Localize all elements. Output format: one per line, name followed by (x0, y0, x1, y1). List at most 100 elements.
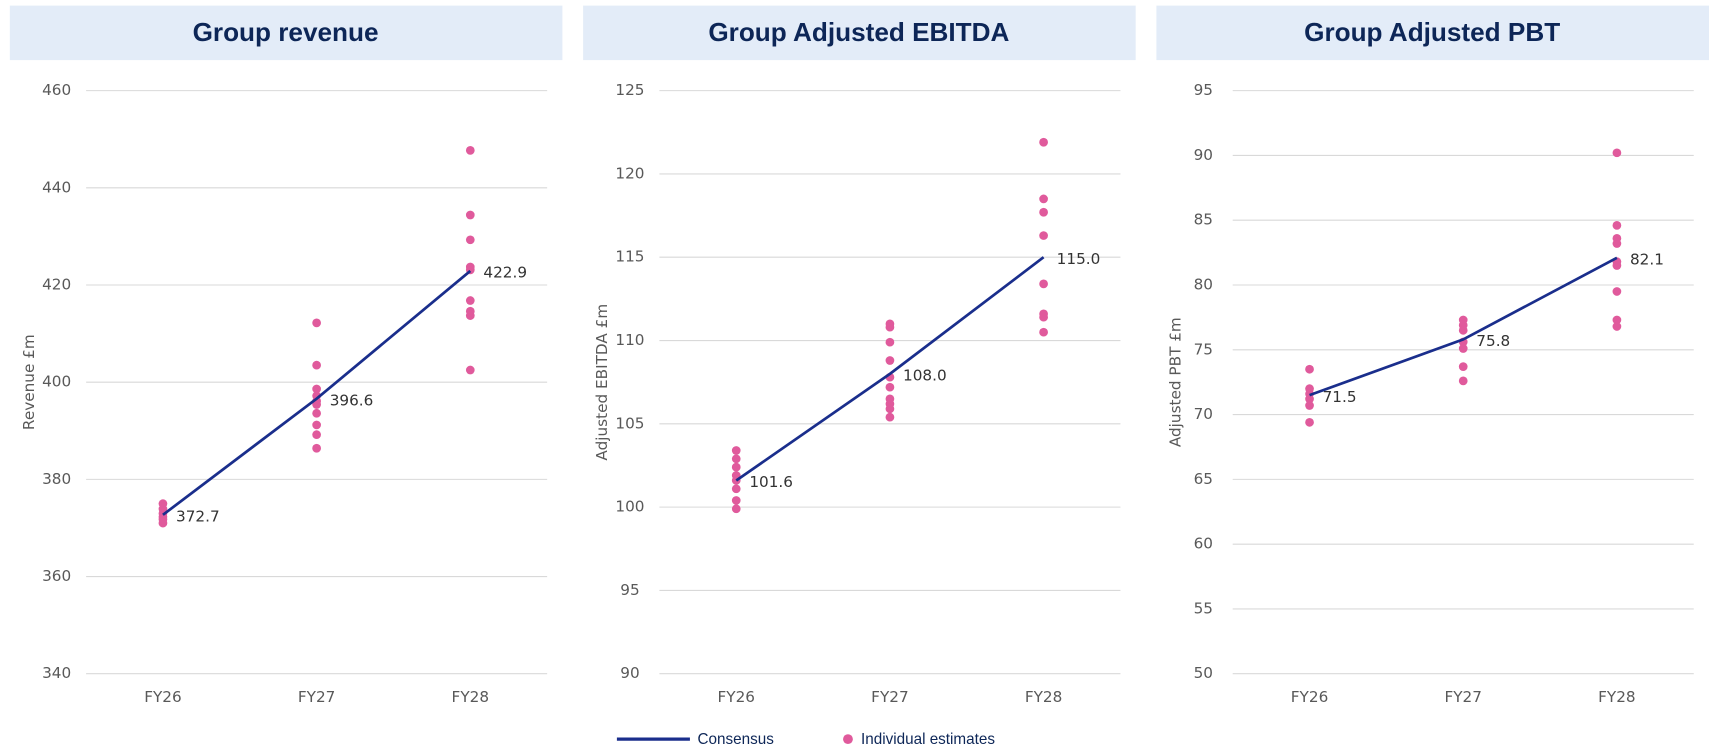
y-tick-label: 65 (1194, 470, 1213, 488)
chart-title: Group revenue (193, 17, 379, 47)
y-tick-label: 420 (42, 275, 71, 293)
value-label: 101.6 (749, 473, 793, 491)
estimate-dot (312, 400, 321, 409)
y-tick-label: 120 (615, 164, 644, 182)
y-tick-label: 340 (42, 664, 71, 682)
estimate-dot (1039, 279, 1048, 289)
x-tick-label: FY26 (717, 688, 755, 706)
estimate-dot (1612, 261, 1622, 270)
x-tick-label: FY27 (871, 688, 909, 706)
y-tick-label: 50 (1194, 664, 1213, 682)
x-tick-label: FY27 (1444, 688, 1482, 706)
value-label: 396.6 (330, 391, 374, 409)
estimate-dot (1612, 148, 1622, 158)
estimate-dot (731, 484, 741, 494)
estimate-dot (465, 365, 475, 375)
y-tick-label: 115 (615, 248, 644, 266)
y-tick-label: 95 (1194, 81, 1213, 99)
estimate-dot (1458, 376, 1468, 386)
estimate-dot (312, 430, 321, 440)
y-tick-label: 110 (615, 331, 644, 349)
estimate-dot (465, 296, 475, 305)
estimate-dot (312, 360, 321, 370)
x-tick-label: FY26 (144, 688, 181, 706)
estimate-dot (1612, 239, 1622, 248)
estimate-dot (312, 384, 321, 394)
estimate-dot (1458, 344, 1468, 353)
chart-title: Group Adjusted EBITDA (708, 17, 1009, 47)
estimate-dot (885, 404, 895, 414)
estimate-dot (885, 322, 895, 332)
chart-title: Group Adjusted PBT (1304, 17, 1560, 47)
y-tick-label: 70 (1194, 405, 1213, 423)
estimate-dot (1612, 322, 1622, 331)
estimate-dot (885, 356, 895, 365)
estimate-dot (312, 408, 321, 418)
y-tick-label: 55 (1194, 599, 1213, 617)
y-tick-label: 90 (1194, 146, 1213, 164)
estimate-dot (1612, 287, 1622, 296)
y-tick-label: 460 (42, 81, 71, 99)
title-band (1156, 5, 1709, 61)
legend-dot (843, 734, 853, 745)
estimate-dot (731, 504, 741, 514)
estimate-dot (885, 337, 895, 347)
value-label: 82.1 (1630, 250, 1664, 268)
y-axis-label: Adjusted EBITDA £m (593, 304, 611, 461)
x-tick-label: FY28 (1025, 688, 1063, 706)
value-label: 372.7 (176, 508, 220, 526)
y-tick-label: 90 (620, 664, 639, 682)
estimate-dot (465, 210, 475, 220)
value-label: 115.0 (1057, 250, 1101, 268)
y-tick-label: 75 (1194, 340, 1213, 358)
y-tick-label: 125 (615, 81, 644, 99)
estimate-dot (1612, 221, 1622, 230)
y-tick-label: 380 (42, 470, 71, 488)
x-tick-label: FY28 (452, 688, 490, 706)
consensus-line (735, 256, 1045, 482)
title-band (583, 5, 1136, 61)
consensus-line (162, 269, 472, 516)
estimate-dot (312, 443, 321, 453)
estimate-dot (885, 382, 895, 392)
estimate-dot (465, 311, 475, 320)
estimate-dot (731, 496, 741, 505)
y-tick-label: 400 (42, 373, 71, 391)
estimate-dot (312, 318, 321, 328)
estimate-dot (465, 146, 475, 155)
estimate-dot (731, 462, 741, 472)
consensus-line (1309, 256, 1618, 397)
x-tick-label: FY26 (1291, 688, 1329, 706)
y-tick-label: 440 (42, 178, 71, 196)
estimate-dot (1305, 394, 1314, 404)
estimate-dot (465, 235, 475, 245)
estimate-dot (731, 446, 741, 455)
x-tick-label: FY27 (298, 688, 336, 706)
estimate-dot (1039, 207, 1048, 217)
estimate-dot (885, 412, 895, 422)
title-band (9, 5, 563, 61)
value-label: 108.0 (903, 367, 947, 385)
estimate-dot (1305, 417, 1314, 427)
y-tick-label: 80 (1194, 275, 1213, 293)
value-label: 71.5 (1323, 388, 1357, 406)
y-axis-label: Revenue £m (20, 334, 38, 430)
estimate-dot (1612, 315, 1622, 325)
estimate-dot (1458, 325, 1468, 335)
estimate-dot (158, 518, 168, 528)
y-tick-label: 360 (42, 567, 71, 585)
estimate-dot (1039, 194, 1048, 204)
estimate-dot (1039, 231, 1048, 240)
estimate-dot (1458, 362, 1468, 371)
estimate-dot (1039, 312, 1048, 322)
y-tick-label: 60 (1194, 535, 1213, 553)
value-label: 75.8 (1476, 332, 1510, 350)
y-tick-label: 95 (620, 581, 639, 599)
legend-label: Consensus (698, 731, 775, 748)
estimate-dot (731, 454, 741, 464)
estimate-dot (1039, 137, 1048, 147)
y-tick-label: 85 (1194, 211, 1213, 229)
estimate-dot (1305, 401, 1314, 410)
value-label: 422.9 (483, 264, 527, 282)
